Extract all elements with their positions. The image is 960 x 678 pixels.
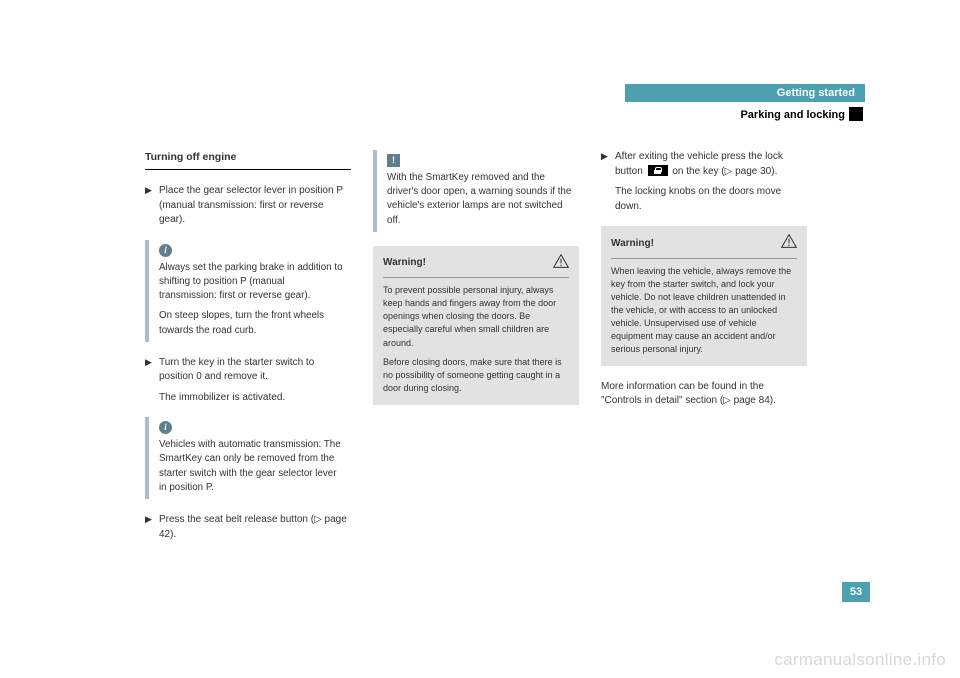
warning-header: Warning! [611, 234, 797, 259]
step-marker-icon: ▶ [145, 184, 159, 228]
step-text-line: The immobilizer is activated. [159, 391, 351, 406]
exclamation-icon: ! [387, 154, 400, 167]
note-text: On steep slopes, turn the front wheels t… [159, 309, 345, 337]
column-3: ▶ After exiting the vehicle press the lo… [601, 150, 807, 554]
step-item: ▶ Turn the key in the starter switch to … [145, 356, 351, 406]
page-number: 53 [842, 582, 870, 602]
section-title: Parking and locking [625, 102, 865, 124]
warning-text: Before closing doors, make sure that the… [383, 356, 569, 395]
note-text: Always set the parking brake in addition… [159, 261, 345, 304]
info-note: i Always set the parking brake in additi… [145, 240, 351, 342]
step-text: Place the gear selector lever in positio… [159, 184, 351, 228]
warning-box: Warning! When leaving the vehicle, alway… [601, 226, 807, 366]
section-title-text: Parking and locking [740, 109, 845, 121]
warning-title: Warning! [383, 256, 426, 271]
warning-triangle-icon [781, 234, 797, 254]
step-text-line: After exiting the vehicle press the lock… [615, 150, 807, 179]
step-item: ▶ Press the seat belt release button (▷ … [145, 513, 351, 542]
note-text: Vehicles with automatic transmission: Th… [159, 438, 345, 495]
note-text: With the SmartKey removed and the driver… [387, 171, 573, 228]
warning-triangle-icon [553, 254, 569, 274]
subheading: Turning off engine [145, 150, 351, 170]
info-icon: i [159, 244, 172, 257]
step-marker-icon: ▶ [145, 513, 159, 542]
watermark-text: carmanualsonline.info [774, 650, 946, 670]
column-1: Turning off engine ▶ Place the gear sele… [145, 150, 351, 554]
info-note: i Vehicles with automatic transmission: … [145, 417, 351, 499]
warning-title: Warning! [611, 237, 654, 252]
column-2: ! With the SmartKey removed and the driv… [373, 150, 579, 554]
caution-note: ! With the SmartKey removed and the driv… [373, 150, 579, 232]
step-text: Press the seat belt release button (▷ pa… [159, 513, 351, 542]
step-text-line: The locking knobs on the doors move down… [615, 185, 807, 214]
step-marker-icon: ▶ [601, 150, 615, 214]
info-icon: i [159, 421, 172, 434]
step-marker-icon: ▶ [145, 356, 159, 406]
section-marker-box [849, 107, 863, 121]
warning-text: To prevent possible personal injury, alw… [383, 284, 569, 349]
step-item: ▶ After exiting the vehicle press the lo… [601, 150, 807, 214]
warning-box: Warning! To prevent possible personal in… [373, 246, 579, 405]
step-text-line: Turn the key in the starter switch to po… [159, 356, 351, 385]
step-text: After exiting the vehicle press the lock… [615, 150, 807, 214]
content-columns: Turning off engine ▶ Place the gear sele… [145, 150, 870, 554]
warning-header: Warning! [383, 254, 569, 279]
chapter-title: Getting started [625, 84, 865, 102]
warning-text: When leaving the vehicle, always remove … [611, 265, 797, 356]
step-item: ▶ Place the gear selector lever in posit… [145, 184, 351, 228]
step-text: Turn the key in the starter switch to po… [159, 356, 351, 406]
step-text-post: on the key (▷ page 30). [672, 166, 777, 177]
lock-icon [648, 165, 668, 176]
footer-text: More information can be found in the "Co… [601, 380, 807, 409]
page-header: Getting started Parking and locking [625, 84, 865, 124]
page-container: Getting started Parking and locking Turn… [0, 0, 960, 584]
